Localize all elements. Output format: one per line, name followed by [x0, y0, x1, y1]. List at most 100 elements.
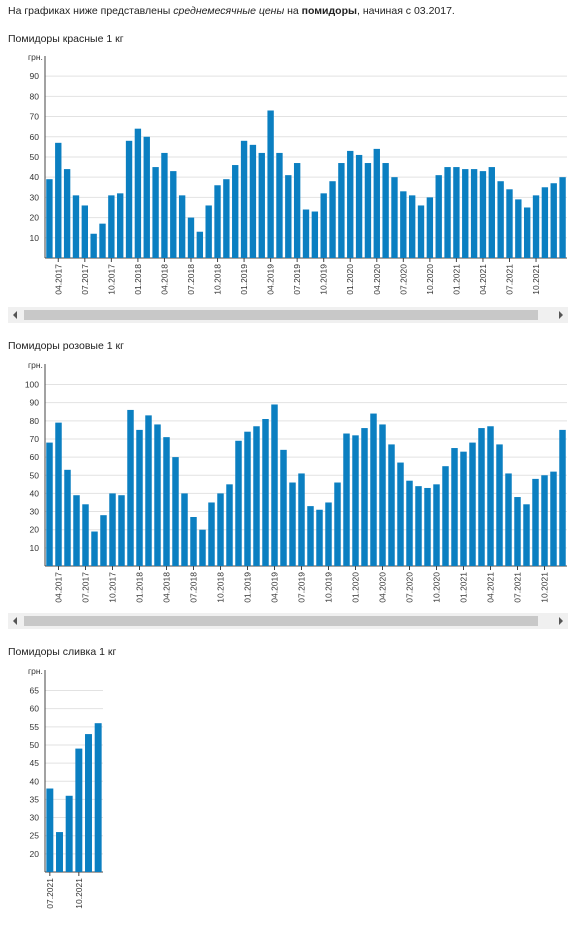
bar	[470, 169, 478, 258]
scrollbar[interactable]	[8, 613, 568, 629]
bar	[364, 163, 372, 258]
x-tick-label: 07.2019	[292, 264, 302, 295]
bar	[46, 179, 53, 258]
bar	[469, 442, 476, 566]
x-tick-label: 10.2018	[213, 264, 223, 295]
bar	[100, 515, 107, 566]
y-tick-label: 10	[30, 543, 40, 553]
x-tick-label: 01.2021	[451, 264, 461, 295]
bar	[276, 152, 283, 258]
intro-text: на	[284, 5, 302, 17]
x-tick-label: 04.2018	[159, 264, 169, 295]
chart: грн. 10 20 30 40 50 60 70 80 90 100 04.2017 07.2017 1…	[25, 360, 567, 603]
y-tick-label: 35	[30, 794, 40, 804]
bar	[117, 193, 124, 258]
bar	[81, 205, 88, 258]
bar	[289, 482, 296, 566]
bar	[75, 748, 83, 872]
x-tick-label: 07.2017	[80, 264, 90, 295]
bar	[293, 163, 301, 258]
bar	[550, 183, 557, 258]
y-tick-label: 100	[25, 380, 39, 390]
bar	[244, 431, 251, 566]
bar	[338, 163, 345, 258]
bar	[487, 426, 494, 566]
bar	[462, 169, 469, 258]
y-tick-label: 20	[30, 525, 40, 535]
bar	[235, 440, 242, 566]
bar	[559, 177, 566, 258]
bar	[199, 529, 206, 566]
bar	[217, 493, 224, 566]
bar	[460, 451, 467, 566]
bar	[161, 152, 168, 258]
y-axis-label: грн.	[28, 52, 43, 62]
bar	[152, 167, 159, 258]
x-tick-label: 04.2019	[266, 264, 276, 295]
y-tick-label: 30	[30, 192, 40, 202]
x-tick-label: 07.2019	[297, 572, 307, 603]
bar	[85, 734, 92, 872]
bar	[415, 486, 422, 566]
bar	[91, 531, 98, 566]
bar	[73, 495, 80, 566]
y-tick-label: 45	[30, 758, 40, 768]
bar	[65, 795, 73, 872]
scroll-thumb[interactable]	[24, 616, 538, 626]
bar	[334, 482, 341, 566]
scrollbar[interactable]	[8, 307, 568, 323]
x-tick-label: 01.2021	[459, 572, 469, 603]
x-tick-label: 01.2019	[239, 264, 249, 295]
scroll-left[interactable]	[13, 617, 17, 625]
y-tick-label: 90	[30, 71, 40, 81]
bar	[451, 448, 458, 566]
bar	[90, 233, 97, 258]
bar	[46, 442, 53, 566]
x-tick-label: 04.2018	[162, 572, 172, 603]
bar	[285, 175, 292, 258]
bar	[187, 217, 195, 258]
bar	[118, 495, 125, 566]
bar	[391, 177, 398, 258]
x-tick-label: 10.2017	[108, 572, 118, 603]
x-tick-label: 01.2018	[133, 264, 143, 295]
y-tick-label: 70	[30, 434, 40, 444]
bar	[154, 424, 161, 566]
scroll-left[interactable]	[13, 311, 17, 319]
scroll-right[interactable]	[559, 617, 563, 625]
bar	[379, 424, 386, 566]
y-tick-label: 60	[30, 452, 40, 462]
scroll-right[interactable]	[559, 311, 563, 319]
bar	[72, 195, 80, 258]
bar	[302, 209, 310, 258]
bar	[361, 428, 368, 566]
bar	[329, 181, 336, 258]
bar	[143, 136, 150, 258]
bar	[253, 426, 260, 566]
y-tick-label: 50	[30, 470, 40, 480]
x-tick-label: 07.2017	[81, 572, 91, 603]
y-tick-label: 65	[30, 686, 40, 696]
bar	[488, 167, 495, 258]
x-tick-label: 04.2020	[378, 572, 388, 603]
bar	[424, 487, 431, 566]
bar	[506, 189, 513, 258]
bar	[249, 144, 257, 258]
bar	[205, 205, 212, 258]
bar	[541, 475, 548, 566]
bar	[532, 478, 539, 566]
bar	[397, 462, 404, 566]
bar	[170, 171, 177, 258]
scroll-thumb[interactable]	[24, 310, 538, 320]
bar	[226, 484, 233, 566]
x-tick-label: 10.2020	[425, 264, 435, 295]
intro-text: , начиная с 03.2017.	[356, 5, 455, 17]
x-tick-label: 07.2018	[186, 264, 196, 295]
bar	[55, 142, 62, 258]
y-tick-label: 25	[30, 831, 40, 841]
x-tick-label: 01.2018	[135, 572, 145, 603]
y-tick-label: 60	[30, 132, 40, 142]
bar	[316, 509, 323, 566]
bar	[515, 199, 522, 258]
